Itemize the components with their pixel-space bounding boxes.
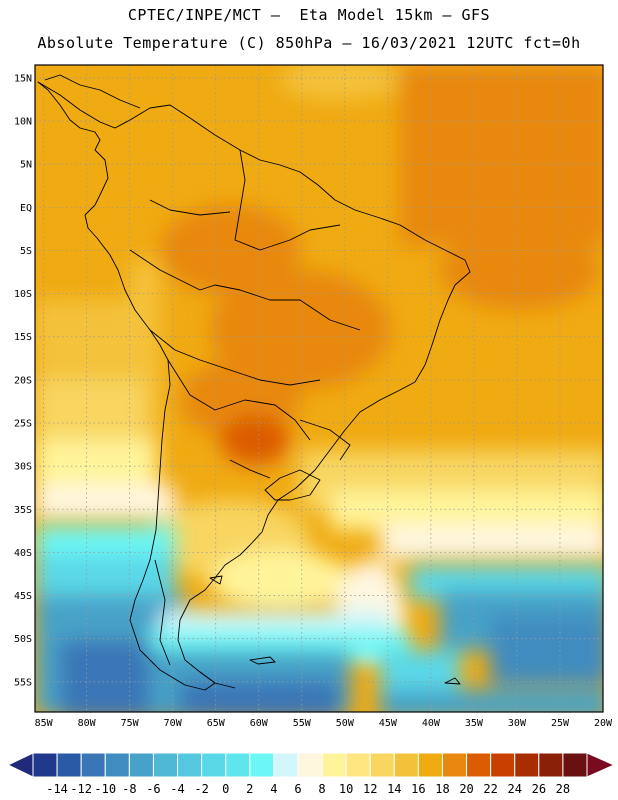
colorbar-swatch (273, 752, 299, 778)
colorbar-label: 18 (435, 782, 449, 796)
colorbar-label: 22 (483, 782, 497, 796)
colorbar-label: -12 (70, 782, 92, 796)
colorbar-swatch (369, 752, 395, 778)
lon-label: 35W (465, 718, 484, 729)
colorbar-label: -6 (146, 782, 160, 796)
lon-label: 45W (379, 718, 398, 729)
colorbar-label: 12 (363, 782, 377, 796)
colorbar-swatch (393, 752, 419, 778)
colorbar-label: -4 (170, 782, 184, 796)
colorbar-swatch (80, 752, 106, 778)
lon-label: 85W (35, 718, 54, 729)
lon-label: 75W (121, 718, 140, 729)
colorbar-swatch (104, 752, 130, 778)
colorbar-label: -8 (122, 782, 136, 796)
lon-label: 40W (422, 718, 441, 729)
lat-label: EQ (20, 203, 32, 214)
colorbar-label: -2 (194, 782, 208, 796)
lat-label: 55S (14, 677, 32, 688)
longitude-labels: 85W 80W 75W 70W 65W 60W 55W 50W 45W 40W 35W 30W 25W 2… (35, 718, 613, 729)
map-title-line1: CPTEC/INPE/MCT – Eta Model 15km – GFS (127, 6, 491, 24)
coastlines (37, 74, 471, 691)
lat-label: 20S (14, 375, 32, 386)
colorbar: -14 -12 -10 -8 -6 -4 -2 0 2 4 6 8 10 12 14 16 18 20 22 24 26… (6, 752, 616, 796)
lat-label: 15N (14, 73, 32, 84)
colorbar-swatch (225, 752, 251, 778)
colorbar-label: 2 (246, 782, 253, 796)
map-frame (34, 64, 604, 713)
graticule (35, 65, 604, 712)
colorbar-swatch (297, 752, 323, 778)
lon-label: 30W (508, 718, 527, 729)
colorbar-swatch (490, 752, 516, 778)
colorbar-swatch (345, 752, 371, 778)
colorbar-label: 4 (270, 782, 277, 796)
colorbar-swatch (538, 752, 564, 778)
colorbar-swatch (177, 752, 203, 778)
colorbar-swatch (201, 752, 227, 778)
colorbar-swatch (249, 752, 275, 778)
colorbar-swatch (562, 752, 588, 778)
map-title-line2: Absolute Temperature (C) 850hPa – 16/03/… (37, 34, 581, 52)
lat-label: 10S (14, 289, 32, 300)
colorbar-label: 26 (532, 782, 546, 796)
lon-label: 25W (551, 718, 570, 729)
colorbar-label: 0 (222, 782, 229, 796)
lat-label: 30S (14, 462, 32, 473)
colorbar-over-arrow (586, 752, 616, 778)
lon-label: 50W (336, 718, 355, 729)
colorbar-swatch (152, 752, 179, 778)
lat-label: 15S (14, 332, 32, 343)
colorbar-label: -14 (46, 782, 68, 796)
colorbar-label: 20 (459, 782, 473, 796)
lon-label: 65W (207, 718, 226, 729)
colorbar-under-arrow (6, 752, 34, 778)
colorbar-label: 16 (411, 782, 425, 796)
lat-label: 5N (20, 160, 32, 171)
lat-label: 10N (14, 117, 32, 128)
colorbar-swatch (56, 752, 82, 778)
lon-label: 70W (164, 718, 183, 729)
latitude-labels: 15N 10N 5N EQ 5S 10S 15S 20S 25S 30S 35S 40S 45S 50S 5… (14, 73, 32, 688)
colorbar-swatch (321, 752, 347, 778)
colorbar-label: 14 (387, 782, 401, 796)
colorbar-label: 28 (556, 782, 570, 796)
colorbar-swatch (32, 752, 58, 778)
colorbar-swatch (128, 752, 154, 778)
lon-label: 55W (293, 718, 312, 729)
colorbar-swatch (466, 752, 492, 778)
colorbar-swatch (514, 752, 540, 778)
lon-label: 60W (250, 718, 269, 729)
lat-label: 50S (14, 634, 32, 645)
lon-label: 20W (594, 718, 613, 729)
colorbar-label: 24 (508, 782, 522, 796)
lat-label: 45S (14, 591, 32, 602)
colorbar-label: -10 (94, 782, 116, 796)
colorbar-label: 6 (294, 782, 301, 796)
lat-label: 40S (14, 548, 32, 559)
colorbar-label: 8 (318, 782, 325, 796)
colorbar-swatch (441, 752, 468, 778)
lon-label: 80W (78, 718, 97, 729)
temperature-field (35, 65, 603, 712)
lat-label: 5S (20, 246, 32, 257)
lat-label: 35S (14, 505, 32, 516)
temperature-map: 15N 10N 5N EQ 5S 10S 15S 20S 25S 30S 35S 40S 45S 50S 5… (14, 64, 613, 729)
colorbar-label: 10 (339, 782, 353, 796)
lat-label: 25S (14, 419, 32, 430)
colorbar-swatch (417, 752, 443, 778)
